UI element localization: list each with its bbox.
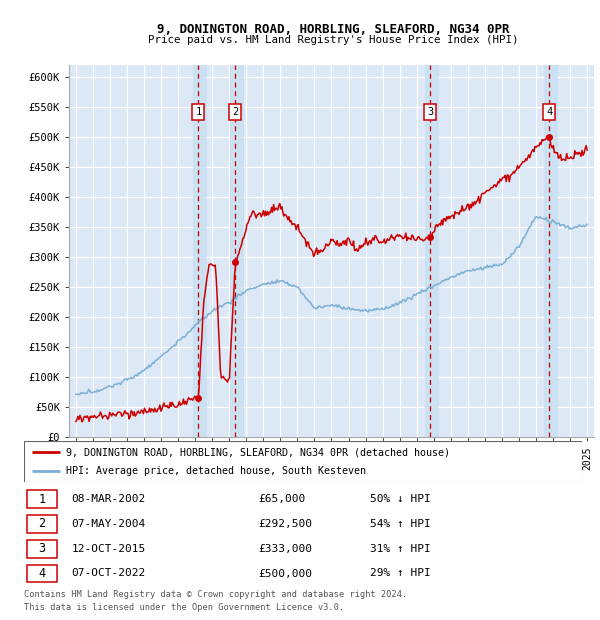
Text: HPI: Average price, detached house, South Kesteven: HPI: Average price, detached house, Sout… [66, 466, 366, 476]
Text: £292,500: £292,500 [259, 519, 313, 529]
Text: 2: 2 [232, 107, 238, 117]
Text: £333,000: £333,000 [259, 544, 313, 554]
Text: 4: 4 [546, 107, 552, 117]
Text: 9, DONINGTON ROAD, HORBLING, SLEAFORD, NG34 0PR: 9, DONINGTON ROAD, HORBLING, SLEAFORD, N… [157, 23, 509, 36]
Text: 2: 2 [38, 518, 46, 530]
Text: £65,000: £65,000 [259, 494, 305, 504]
Text: 07-OCT-2022: 07-OCT-2022 [71, 569, 146, 578]
Text: 1: 1 [195, 107, 202, 117]
Text: Contains HM Land Registry data © Crown copyright and database right 2024.: Contains HM Land Registry data © Crown c… [24, 590, 407, 600]
Text: Price paid vs. HM Land Registry's House Price Index (HPI): Price paid vs. HM Land Registry's House … [148, 35, 518, 45]
Bar [193, 65, 207, 437]
Text: £500,000: £500,000 [259, 569, 313, 578]
Text: 3: 3 [427, 107, 433, 117]
Bar [425, 65, 439, 437]
Bar [27, 540, 58, 557]
Text: 08-MAR-2002: 08-MAR-2002 [71, 494, 146, 504]
Text: 12-OCT-2015: 12-OCT-2015 [71, 544, 146, 554]
Bar [230, 65, 244, 437]
Text: 50% ↓ HPI: 50% ↓ HPI [370, 494, 431, 504]
Bar [27, 565, 58, 582]
Text: 07-MAY-2004: 07-MAY-2004 [71, 519, 146, 529]
Text: 1: 1 [38, 493, 46, 505]
Text: 4: 4 [38, 567, 46, 580]
Text: This data is licensed under the Open Government Licence v3.0.: This data is licensed under the Open Gov… [24, 603, 344, 612]
Text: 9, DONINGTON ROAD, HORBLING, SLEAFORD, NG34 0PR (detached house): 9, DONINGTON ROAD, HORBLING, SLEAFORD, N… [66, 447, 450, 457]
Bar [27, 490, 58, 508]
Bar [544, 65, 557, 437]
Text: 3: 3 [38, 542, 46, 555]
Text: 29% ↑ HPI: 29% ↑ HPI [370, 569, 431, 578]
Text: 31% ↑ HPI: 31% ↑ HPI [370, 544, 431, 554]
Text: 54% ↑ HPI: 54% ↑ HPI [370, 519, 431, 529]
Bar [27, 515, 58, 533]
